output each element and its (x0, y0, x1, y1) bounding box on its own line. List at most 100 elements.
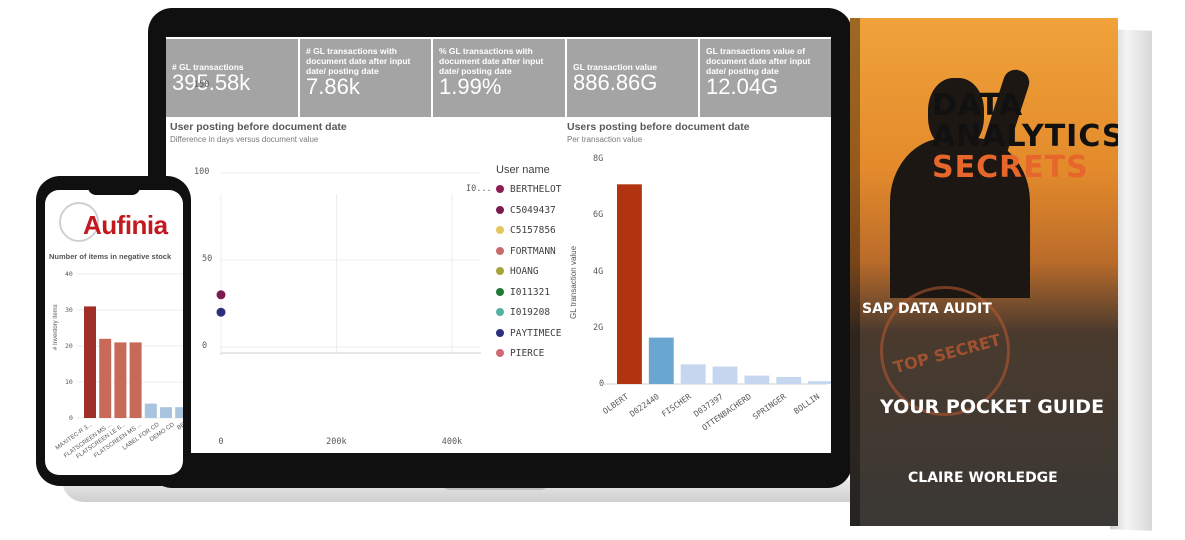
legend-dot (496, 205, 504, 214)
bar-x-category: BOLLIN (792, 392, 822, 416)
bar-y-tick: 2G (593, 322, 604, 333)
dashboard-screen: # GL transactions 395.58k # GL transacti… (166, 37, 831, 453)
legend-dot (496, 185, 504, 193)
legend-item[interactable]: PIERCE (496, 348, 544, 359)
legend-dot (496, 308, 504, 316)
legend-item[interactable]: C5157856 (496, 225, 556, 236)
book-spine (850, 18, 860, 526)
kpi-row: # GL transactions 395.58k # GL transacti… (166, 37, 831, 118)
phone-bar (144, 403, 157, 418)
bar-x-category: D022440 (628, 392, 661, 419)
scatter-x-tick: 400k (441, 437, 463, 447)
bar-chart[interactable] (604, 155, 831, 389)
phone-y-tick: 0 (69, 414, 73, 422)
legend-dot (496, 226, 504, 234)
kpi-title: # GL transactions with document date aft… (306, 46, 411, 76)
bar-x-category: FISCHER (660, 392, 693, 419)
legend-item[interactable]: BERTHELOT (496, 184, 561, 195)
legend-item[interactable]: FORTMANN (496, 246, 556, 257)
bar-d022440 (648, 337, 674, 384)
legend-label: PAYTIMECE (510, 327, 562, 339)
phone-bar-chart[interactable] (77, 270, 183, 422)
bar-ylabel: GL transaction value (569, 245, 578, 319)
scatter-y-tick: 50 (202, 254, 213, 264)
aufinia-logo-ring (59, 202, 99, 242)
phone-y-tick: 20 (65, 342, 73, 350)
phone-notch (88, 183, 140, 195)
kpi-tile-gl-transactions[interactable]: # GL transactions 395.58k (166, 39, 298, 117)
bar-subtitle: Per transaction value (567, 135, 643, 144)
book-title-line-1: DATA (932, 90, 1023, 121)
scatter-point-c5049437 (216, 290, 226, 300)
bar-x-category: SPRINGER (750, 392, 788, 422)
phone-bar (99, 338, 112, 418)
phone-bar (114, 342, 127, 418)
kpi-value: 1.99% (439, 74, 502, 99)
legend-dot (496, 287, 504, 296)
book-title-text: ANALYTICS (932, 119, 1118, 154)
legend-label: PIERCE (510, 348, 545, 359)
bar-y-tick: 8G (593, 154, 604, 164)
phone-bar (175, 407, 183, 418)
bar-fischer (680, 364, 706, 384)
bar-y-tick: 4G (593, 266, 604, 277)
legend-item[interactable]: HOANG (496, 266, 539, 277)
scatter-plot[interactable] (166, 149, 491, 453)
scatter-y-tick: 100 (194, 167, 210, 177)
phone-bar (160, 407, 172, 418)
legend-item[interactable]: I019208 (496, 307, 550, 318)
phone-bar (129, 342, 142, 418)
bar-bollin (808, 381, 831, 384)
phone-y-tick: 40 (65, 270, 73, 278)
aufinia-logo: Aufinia (83, 210, 168, 240)
legend-dot (496, 246, 504, 255)
kpi-tile-value-after-input[interactable]: GL transactions value of document date a… (700, 39, 831, 117)
kpi-value: 7.86k (306, 74, 360, 99)
phone-bar (84, 306, 96, 418)
scatter-subtitle: Difference in days versus document value (170, 135, 319, 144)
scatter-x-tick: 0 (218, 437, 224, 447)
book-title-line-3: SECRETS (932, 152, 1089, 183)
legend-dot (496, 267, 504, 275)
legend-label: HOANG (510, 266, 539, 277)
bar-x-category: OLBERT (601, 392, 630, 416)
legend-label: C5157856 (510, 225, 556, 236)
bar-y-tick: 6G (593, 210, 604, 221)
book-title-text: DATA (932, 88, 1024, 123)
legend-item[interactable]: PAYTIMECE (496, 328, 561, 339)
kpi-title: % GL transactions with document date aft… (439, 46, 544, 76)
point-label: I0... (466, 184, 492, 194)
bar-title: Users posting before document date (567, 121, 750, 133)
legend-dot (496, 328, 504, 337)
kpi-tile-gl-after-input[interactable]: # GL transactions with document date aft… (300, 39, 431, 117)
kpi-tile-pct-after-input[interactable]: % GL transactions with document date aft… (433, 39, 565, 117)
legend-item[interactable]: I011321 (496, 287, 550, 298)
legend-label: I019208 (510, 307, 551, 318)
kpi-value: 395.58k (172, 70, 251, 95)
scatter-point-paytimece (216, 307, 226, 317)
kpi-title: # GL transactions (172, 62, 244, 72)
scatter-x-tick: 200k (326, 437, 347, 447)
bar-y-tick: 0 (599, 379, 605, 389)
legend-item[interactable]: C5049437 (496, 205, 556, 216)
legend-title: User name (496, 164, 550, 176)
phone-y-tick: 30 (65, 306, 73, 314)
book-title-line-2: ANALYTICS (932, 121, 1118, 152)
bar-d037397 (712, 366, 738, 384)
phone-ylabel: # Inventory items (53, 304, 59, 350)
book-cover: DATA ANALYTICS SECRETS TOP SECRET SAP DA… (850, 18, 1118, 526)
scatter-y-tick: 150 (194, 80, 210, 90)
phone-y-tick: 10 (65, 378, 73, 386)
kpi-tile-gl-value[interactable]: GL transaction value 886.86G (567, 39, 698, 117)
kpi-title: GL transaction value (573, 62, 657, 72)
legend-label: C5049437 (510, 204, 556, 216)
scatter-title: User posting before document date (170, 121, 347, 133)
stamp-circle (880, 286, 1010, 416)
phone-chart-title: Number of items in negative stock (49, 252, 172, 261)
silhouette-head (928, 78, 984, 150)
legend-label: FORTMANN (510, 245, 556, 257)
kpi-value: 886.86G (573, 70, 658, 95)
bar-x-category: OTTENBACHERD (700, 392, 753, 433)
legend-label: BERTHELOT (510, 184, 562, 195)
